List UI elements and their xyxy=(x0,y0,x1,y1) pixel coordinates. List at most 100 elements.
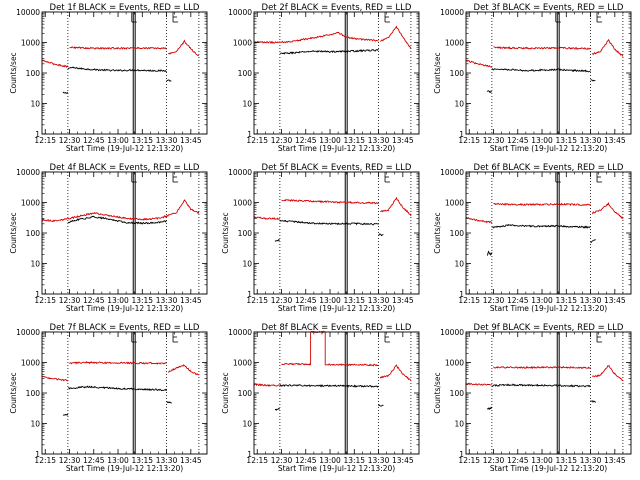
y-tick-label: 1 xyxy=(459,130,464,139)
x-tick-label: 13:45 xyxy=(392,456,414,465)
detector-panel: Det 5f BLACK = Events, RED = LLD 1 10 100 10… xyxy=(221,163,420,313)
y-tick-label: 100 xyxy=(450,229,465,238)
x-tick-label: 12:15 xyxy=(458,136,480,145)
y-axis-label: Counts/sec xyxy=(9,372,18,413)
series-line xyxy=(41,59,68,68)
series-events xyxy=(275,383,384,411)
y-tick-label: 100 xyxy=(238,389,253,398)
series-lld xyxy=(41,199,200,223)
series-lld xyxy=(253,25,412,49)
y-tick-label: 10000 xyxy=(228,328,252,337)
x-tick-label: 12:30 xyxy=(271,136,293,145)
y-tick-label: 10000 xyxy=(440,328,464,337)
panel-title: Det 7f BLACK = Events, RED = LLD xyxy=(50,323,200,333)
series-line xyxy=(279,48,379,55)
series-line xyxy=(279,219,379,226)
series-lld xyxy=(465,201,624,224)
y-tick-label: 1000 xyxy=(21,359,40,368)
y-tick-label: 100 xyxy=(26,229,41,238)
series-line xyxy=(491,224,591,229)
panel-title: Det 1f BLACK = Events, RED = LLD xyxy=(50,3,200,13)
x-axis-label: Start Time (19-Jul-12 12:13:20) xyxy=(66,304,183,313)
x-tick-label: 13:15 xyxy=(131,296,153,305)
y-axis-label: Counts/sec xyxy=(9,212,18,253)
x-tick-label: 13:15 xyxy=(131,136,153,145)
x-tick-label: 13:15 xyxy=(555,296,577,305)
series-line xyxy=(493,46,591,51)
x-tick-label: 13:45 xyxy=(180,136,202,145)
x-tick-label: 12:45 xyxy=(295,296,317,305)
x-tick-label: 13:00 xyxy=(531,456,553,465)
x-tick-label: 13:45 xyxy=(392,296,414,305)
series-line xyxy=(380,25,412,49)
x-tick-label: 12:15 xyxy=(458,456,480,465)
y-tick-label: 10000 xyxy=(16,8,40,17)
start-marker xyxy=(131,332,137,343)
series-line xyxy=(69,361,167,365)
x-tick-label: 12:45 xyxy=(83,296,105,305)
detector-panel: Det 6f BLACK = Events, RED = LLD 1 10 100 10… xyxy=(433,163,632,313)
x-tick-label: 13:30 xyxy=(580,136,602,145)
panel-title: Det 2f BLACK = Events, RED = LLD xyxy=(262,3,412,13)
x-tick-label: 12:45 xyxy=(295,136,317,145)
series-line xyxy=(590,238,596,244)
y-tick-label: 100 xyxy=(450,69,465,78)
series-line xyxy=(69,46,167,50)
x-tick-label: 13:15 xyxy=(343,296,365,305)
y-tick-label: 1 xyxy=(459,290,464,299)
y-tick-label: 1000 xyxy=(233,39,252,48)
x-tick-label: 12:15 xyxy=(246,136,268,145)
plot-frame xyxy=(253,331,420,455)
end-marker xyxy=(384,332,391,343)
detector-panel: Det 9f BLACK = Events, RED = LLD 1 10 100 10… xyxy=(433,323,632,473)
x-tick-label: 13:45 xyxy=(604,456,626,465)
x-tick-label: 12:30 xyxy=(483,296,505,305)
series-line xyxy=(281,198,379,205)
series-line xyxy=(281,330,379,367)
y-axis-label: Counts/sec xyxy=(221,212,230,253)
x-tick-label: 13:00 xyxy=(531,296,553,305)
x-tick-label: 13:30 xyxy=(156,296,178,305)
x-tick-label: 13:00 xyxy=(107,296,129,305)
series-line xyxy=(380,196,412,217)
y-tick-label: 10 xyxy=(454,420,464,429)
x-axis-label: Start Time (19-Jul-12 12:13:20) xyxy=(66,144,183,153)
plot-frame xyxy=(41,11,208,135)
end-marker xyxy=(384,172,391,183)
x-tick-label: 13:30 xyxy=(368,136,390,145)
y-tick-label: 1 xyxy=(35,450,40,459)
panel-title: Det 6f BLACK = Events, RED = LLD xyxy=(474,163,624,173)
x-tick-label: 12:30 xyxy=(483,456,505,465)
series-line xyxy=(591,364,623,382)
series-line xyxy=(41,375,69,382)
x-axis-label: Start Time (19-Jul-12 12:13:20) xyxy=(278,304,395,313)
x-tick-label: 13:30 xyxy=(156,136,178,145)
x-tick-label: 13:15 xyxy=(555,136,577,145)
series-line xyxy=(168,39,200,57)
series-line xyxy=(591,201,624,219)
end-marker xyxy=(172,12,179,23)
series-line xyxy=(378,404,384,407)
plot-frame xyxy=(253,171,420,295)
y-tick-label: 10 xyxy=(242,100,252,109)
x-axis-label: Start Time (19-Jul-12 12:13:20) xyxy=(278,464,395,473)
series-lld xyxy=(41,361,200,382)
y-tick-label: 100 xyxy=(450,389,465,398)
plot-frame xyxy=(253,11,420,135)
y-axis-label: Counts/sec xyxy=(9,52,18,93)
x-tick-label: 13:30 xyxy=(368,296,390,305)
x-tick-label: 12:15 xyxy=(458,296,480,305)
y-tick-label: 10000 xyxy=(16,328,40,337)
x-tick-label: 13:00 xyxy=(319,296,341,305)
series-events xyxy=(486,68,596,94)
detector-panel: Det 4f BLACK = Events, RED = LLD 1 10 100 10… xyxy=(9,163,208,313)
series-line xyxy=(62,91,69,94)
series-line xyxy=(166,79,172,82)
y-tick-label: 1000 xyxy=(233,359,252,368)
x-tick-label: 13:15 xyxy=(343,136,365,145)
y-tick-label: 1000 xyxy=(445,359,464,368)
detector-panel: Det 3f BLACK = Events, RED = LLD 1 10 100 10… xyxy=(433,3,632,153)
x-tick-label: 12:15 xyxy=(246,456,268,465)
end-marker xyxy=(384,12,391,23)
x-axis-label: Start Time (19-Jul-12 12:13:20) xyxy=(278,144,395,153)
